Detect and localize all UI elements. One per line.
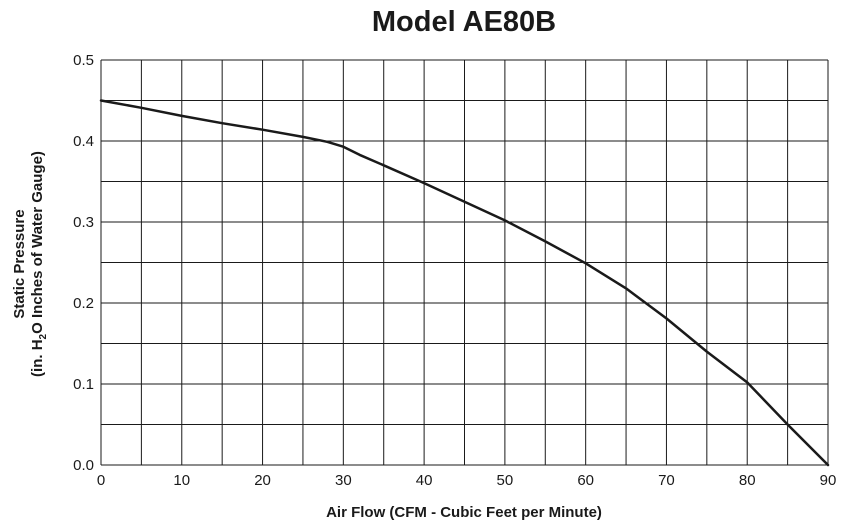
y-tick-labels: 0.0 0.1 0.2 0.3 0.4 0.5 (73, 52, 94, 474)
grid (100, 59, 829, 466)
y-tick-label: 0.0 (73, 457, 94, 474)
x-tick-label: 90 (820, 472, 837, 489)
x-tick-labels: 0 10 20 30 40 50 60 70 80 90 (97, 472, 837, 489)
series-line (99, 99, 830, 467)
x-tick-label: 40 (416, 472, 433, 489)
y-axis-label: Static Pressure (in. H2O Inches of Water… (11, 151, 49, 377)
x-tick-label: 20 (254, 472, 271, 489)
y-tick-label: 0.1 (73, 376, 94, 393)
x-tick-label: 50 (497, 472, 514, 489)
x-axis-label: Air Flow (CFM - Cubic Feet per Minute) (326, 504, 602, 521)
series-layer (99, 99, 830, 467)
y-axis-label-line1: Static Pressure (11, 209, 28, 318)
chart-title: Model AE80B (371, 6, 557, 38)
y-tick-label: 0.4 (73, 133, 94, 150)
x-tick-label: 80 (739, 472, 756, 489)
x-tick-label: 30 (335, 472, 352, 489)
y-axis-label-line2: (in. H2O Inches of Water Gauge) (29, 151, 49, 377)
x-tick-label: 0 (97, 472, 105, 489)
y-tick-label: 0.2 (73, 295, 94, 312)
y-tick-label: 0.5 (73, 52, 94, 69)
x-tick-label: 70 (658, 472, 675, 489)
x-tick-label: 60 (577, 472, 594, 489)
x-tick-label: 10 (173, 472, 190, 489)
y-tick-label: 0.3 (73, 214, 94, 231)
